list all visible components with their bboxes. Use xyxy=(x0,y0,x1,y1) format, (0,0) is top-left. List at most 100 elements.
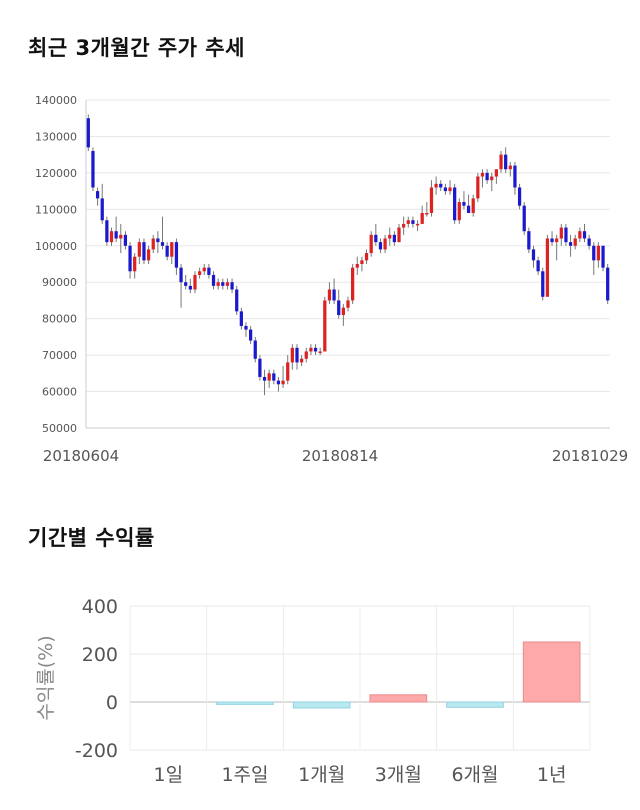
candle-up xyxy=(559,227,563,239)
candle-up xyxy=(170,242,174,257)
candle-down xyxy=(462,202,466,206)
candle-down xyxy=(564,227,568,243)
return-bar xyxy=(292,701,351,709)
x-tick-label: 20181029 xyxy=(552,447,628,465)
candle-down xyxy=(592,245,596,261)
candle-up xyxy=(151,238,155,250)
candle-up xyxy=(494,169,499,177)
return-bar xyxy=(446,701,504,708)
price-candlestick-chart: 140000 130000 120000 110000 100000 90000 80000… xyxy=(35,94,628,465)
candle-up xyxy=(351,267,355,301)
candle-down xyxy=(221,282,225,286)
candle-up xyxy=(490,176,494,181)
candle-up xyxy=(109,231,114,243)
y-tick-label: -200 xyxy=(75,740,118,762)
candle-up xyxy=(369,234,373,254)
candle-down xyxy=(165,245,169,257)
candle-down xyxy=(541,271,545,297)
candle-up xyxy=(388,234,392,239)
candle-down xyxy=(174,242,179,268)
candle-up xyxy=(415,223,420,226)
candle-down xyxy=(522,205,526,232)
candle-down xyxy=(272,373,276,381)
candle-up xyxy=(327,289,332,301)
candle-up xyxy=(448,187,452,192)
candle-down xyxy=(587,238,591,246)
candle-up xyxy=(202,267,206,272)
x-tick-label: 20180604 xyxy=(43,447,119,465)
y-axis-label: 수익률(%) xyxy=(35,635,57,720)
candle-up xyxy=(309,347,313,352)
candle-up xyxy=(225,282,230,286)
candle-down xyxy=(235,289,239,312)
candle-down xyxy=(142,242,146,261)
y-tick-label: 80000 xyxy=(42,313,77,326)
candle-down xyxy=(568,242,573,246)
candle-up xyxy=(286,362,290,381)
candle-down xyxy=(536,260,540,272)
candle-up xyxy=(323,300,327,352)
candle-down xyxy=(262,376,267,381)
candle-down xyxy=(313,347,318,352)
candle-down xyxy=(374,234,378,243)
y-tick-label: 70000 xyxy=(42,349,77,362)
x-category-label: 1일 xyxy=(154,764,184,786)
candle-up xyxy=(471,198,475,213)
candle-up xyxy=(508,165,512,170)
candle-down xyxy=(337,300,341,316)
y-tick-label: 120000 xyxy=(35,167,77,180)
candle-down xyxy=(184,282,188,286)
y-tick-label: 130000 xyxy=(35,130,77,143)
y-tick-label: 110000 xyxy=(35,203,77,216)
candle-down xyxy=(248,329,253,341)
candle-down xyxy=(156,238,160,243)
candle-up xyxy=(355,264,359,268)
candle-up xyxy=(341,307,345,316)
candle-down xyxy=(253,340,257,359)
candle-down xyxy=(91,151,95,188)
candle-down xyxy=(527,231,531,250)
candle-up xyxy=(457,202,461,221)
candle-down xyxy=(100,198,104,221)
candle-down xyxy=(466,205,471,213)
candle-down xyxy=(114,231,118,239)
candle-down xyxy=(504,154,508,170)
candle-down xyxy=(601,245,605,268)
candle-up xyxy=(133,256,137,272)
candle-down xyxy=(531,249,536,261)
candle-up xyxy=(137,242,141,257)
candle-up xyxy=(267,373,271,381)
candle-down xyxy=(179,267,183,283)
y-tick-label: 0 xyxy=(106,692,118,714)
candle-up xyxy=(480,172,485,177)
x-tick-label: 20180814 xyxy=(302,447,378,465)
candle-down xyxy=(86,118,90,148)
candle-up xyxy=(596,245,601,261)
candle-up xyxy=(281,380,285,385)
candle-up xyxy=(545,238,550,297)
candle-up xyxy=(146,249,151,261)
candle-up xyxy=(499,154,503,170)
candle-up xyxy=(578,231,582,239)
x-category-label: 1년 xyxy=(537,764,567,786)
candle-up xyxy=(420,212,424,224)
candle-down xyxy=(239,311,243,326)
candle-down xyxy=(517,187,522,206)
candle-up xyxy=(119,234,123,239)
x-category-label: 3개월 xyxy=(375,764,422,786)
y-tick-label: 140000 xyxy=(35,94,77,107)
candle-down xyxy=(332,289,336,301)
return-bar xyxy=(522,641,581,703)
x-category-label: 6개월 xyxy=(451,764,498,786)
candle-down xyxy=(276,380,281,385)
candle-up xyxy=(429,187,434,213)
candle-up xyxy=(364,253,369,261)
candle-down xyxy=(211,274,216,286)
candle-up xyxy=(555,238,559,243)
return-bar xyxy=(369,694,428,703)
y-tick-label: 60000 xyxy=(42,386,77,399)
candle-down xyxy=(582,231,587,239)
candle-up xyxy=(304,351,308,359)
candle-down xyxy=(95,191,100,199)
candle-down xyxy=(513,165,517,188)
